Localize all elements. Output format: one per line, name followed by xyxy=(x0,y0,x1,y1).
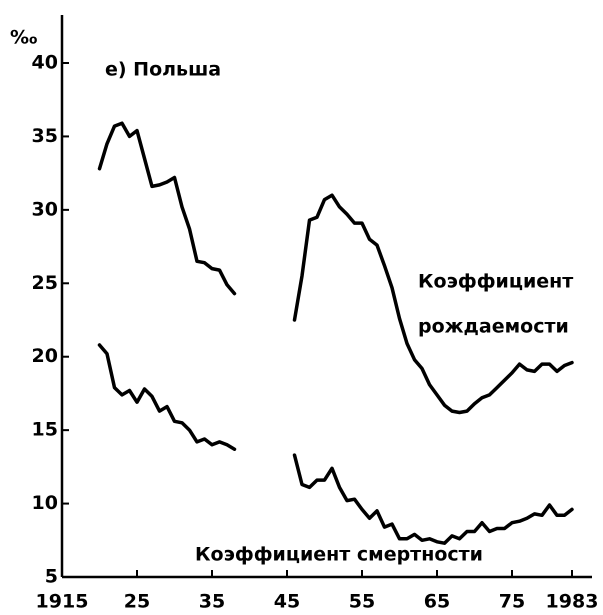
y-tick-label: 15 xyxy=(32,419,58,441)
x-tick-label: 55 xyxy=(349,591,375,613)
x-tick-label: 1983 xyxy=(546,591,599,613)
y-unit: ‰ xyxy=(10,27,37,49)
x-tick-label: 75 xyxy=(499,591,525,613)
annotation: Коэффициент xyxy=(418,271,573,293)
x-tick-label: 65 xyxy=(424,591,450,613)
y-tick-label: 40 xyxy=(32,52,58,74)
y-tick-label: 35 xyxy=(32,125,58,147)
y-tick-label: 30 xyxy=(32,198,58,220)
x-tick-label: 35 xyxy=(199,591,225,613)
x-tick-label: 45 xyxy=(274,591,300,613)
line xyxy=(97,121,574,415)
annotation: рождаемости xyxy=(418,316,569,338)
y-tick-label: 25 xyxy=(32,272,58,294)
y-tick-label: 5 xyxy=(45,566,58,588)
x-tick-label: 1915 xyxy=(36,591,89,613)
line xyxy=(97,343,574,545)
y-tick-label: 10 xyxy=(32,492,58,514)
annotation: Коэффициент смертности xyxy=(195,544,483,566)
y-tick-label: 20 xyxy=(32,345,58,367)
chart-title: е) Польша xyxy=(105,59,221,81)
x-tick-label: 25 xyxy=(124,591,150,613)
